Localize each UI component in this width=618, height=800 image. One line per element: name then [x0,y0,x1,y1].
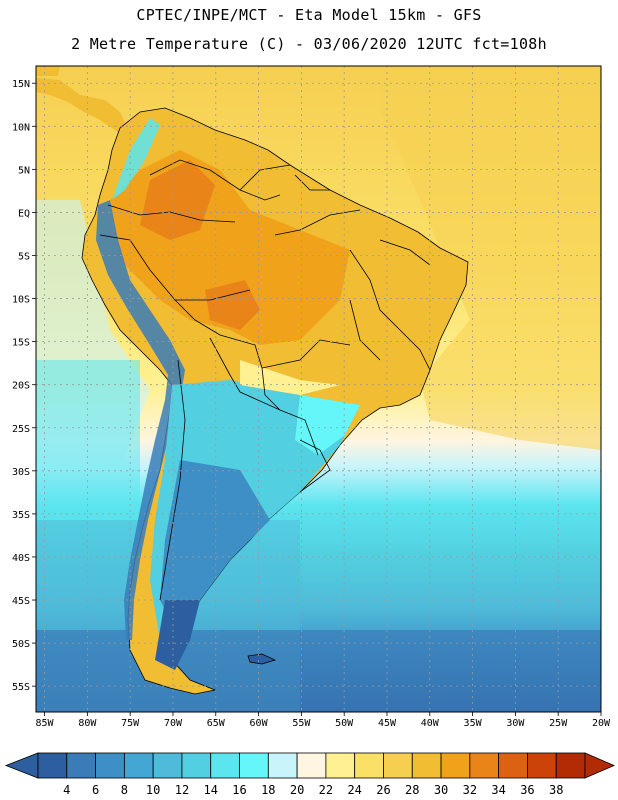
lat-tick-label: 20S [12,381,30,392]
lon-tick-label: 65W [207,718,226,729]
patagonia-coldest [155,600,200,670]
southern-ocean-deep [36,630,601,712]
hot-core-south [205,280,260,330]
mexico-land [36,66,60,76]
map-frame [35,65,602,713]
latitude-labels: 15N 10N 5N EQ 5S 10S 15S 20S 25S 30S 35S 40S 45S 50S 5… [12,79,30,693]
chart-title-line-2: 2 Metre Temperature (C) - 03/06/2020 12U… [71,35,547,53]
lon-tick-label: 70W [164,718,183,729]
lat-tick-label: 55S [12,682,30,693]
andes-cold-spine [96,200,185,640]
lon-tick-label: 20W [592,718,611,729]
legend-tick-label: 16 [232,783,246,797]
legend-color-box [555,752,586,779]
legend-color-box [181,752,212,779]
legend-color-box [383,752,413,779]
lon-tick-label: 50W [335,718,354,729]
legend-color-box [123,752,154,779]
legend-tick-label: 26 [376,783,390,797]
lat-tick-label: 5S [18,251,30,262]
lat-tick-label: 45S [12,596,30,607]
lon-tick-label: 80W [78,718,97,729]
legend-color-box [527,752,557,779]
legend-color-box [354,752,384,779]
legend-underflow-triangle [4,752,39,779]
legend-color-box [411,752,442,779]
chart-title-line-1: CPTEC/INPE/MCT - Eta Model 15km - GFS [136,6,482,24]
southern-brazil-cool [295,395,360,455]
lon-tick-label: 60W [250,718,269,729]
legend-color-box [95,752,125,779]
legend-color-box [440,752,471,779]
legend-tick-label: 28 [405,783,419,797]
legend-tick-label: 14 [204,783,218,797]
legend-color-box [210,752,240,779]
lat-tick-label: 15N [12,79,30,90]
lon-tick-label: 25W [549,718,568,729]
hot-core-north [140,160,215,240]
legend-tick-label: 30 [434,783,448,797]
legend-color-box [325,752,356,779]
legend-color-box [66,752,96,779]
lon-tick-label: 55W [292,718,311,729]
lat-tick-label: 10S [12,295,30,306]
legend-tick-label: 32 [463,783,477,797]
lon-tick-label: 75W [121,718,140,729]
legend-overflow-triangle [584,752,616,779]
patagonia-cold [160,460,270,630]
legend-color-box [152,752,183,779]
legend-tick-label: 22 [319,783,333,797]
legend-tick-label: 12 [175,783,189,797]
lat-tick-label: 25S [12,424,30,435]
legend-tick-label: 20 [290,783,304,797]
legend-color-box [239,752,269,779]
pacific-cold-water [36,360,140,520]
legend-tick-label: 6 [92,783,99,797]
lat-tick-label: 35S [12,510,30,521]
legend-tick-label: 18 [261,783,275,797]
lon-tick-label: 45W [378,718,397,729]
map-field [36,66,601,712]
temperature-map: 85W 80W 75W 70W 65W 60W 55W 50W 45W 40W 35W 30W 25W 2… [12,65,611,729]
lon-tick-label: 35W [464,718,483,729]
legend-tick-label: 34 [491,783,505,797]
atlantic-warm-water [380,66,601,450]
lat-tick-label: 40S [12,553,30,564]
legend-tick-label: 24 [347,783,361,797]
lat-tick-label: EQ [18,208,30,219]
lon-tick-label: 30W [506,718,525,729]
legend-tick-label: 10 [146,783,160,797]
legend-color-box [267,752,298,779]
legend-tick-label: 38 [549,783,563,797]
central-america-land [36,78,128,132]
legend-color-box [498,752,528,779]
lat-tick-label: 50S [12,639,30,650]
country-borders [99,159,431,601]
lat-lon-grid [32,66,602,716]
legend-color-box [469,752,500,779]
lat-tick-label: 5N [18,165,30,176]
lon-tick-label: 85W [36,718,55,729]
lon-tick-label: 40W [421,718,440,729]
legend-color-box [296,752,327,779]
lat-tick-label: 15S [12,338,30,349]
color-legend: 4 6 8 10 12 14 16 18 20 22 24 26 28 30 32 34 36 38 [4,752,616,797]
longitude-labels: 85W 80W 75W 70W 65W 60W 55W 50W 45W 40W 35W 30W 25W 2… [36,718,611,729]
falkland-islands [247,653,277,665]
legend-tick-label: 8 [121,783,128,797]
northern-andes [112,118,160,200]
legend-tick-label: 36 [520,783,534,797]
lat-tick-label: 10N [12,122,30,133]
legend-color-box [37,752,68,779]
transition-band [240,360,340,395]
lat-tick-label: 30S [12,467,30,478]
legend-tick-label: 4 [63,783,70,797]
